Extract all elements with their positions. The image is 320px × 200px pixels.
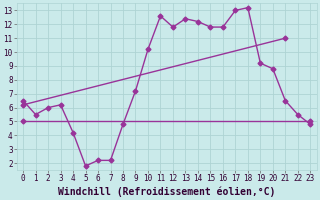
X-axis label: Windchill (Refroidissement éolien,°C): Windchill (Refroidissement éolien,°C)	[58, 186, 276, 197]
